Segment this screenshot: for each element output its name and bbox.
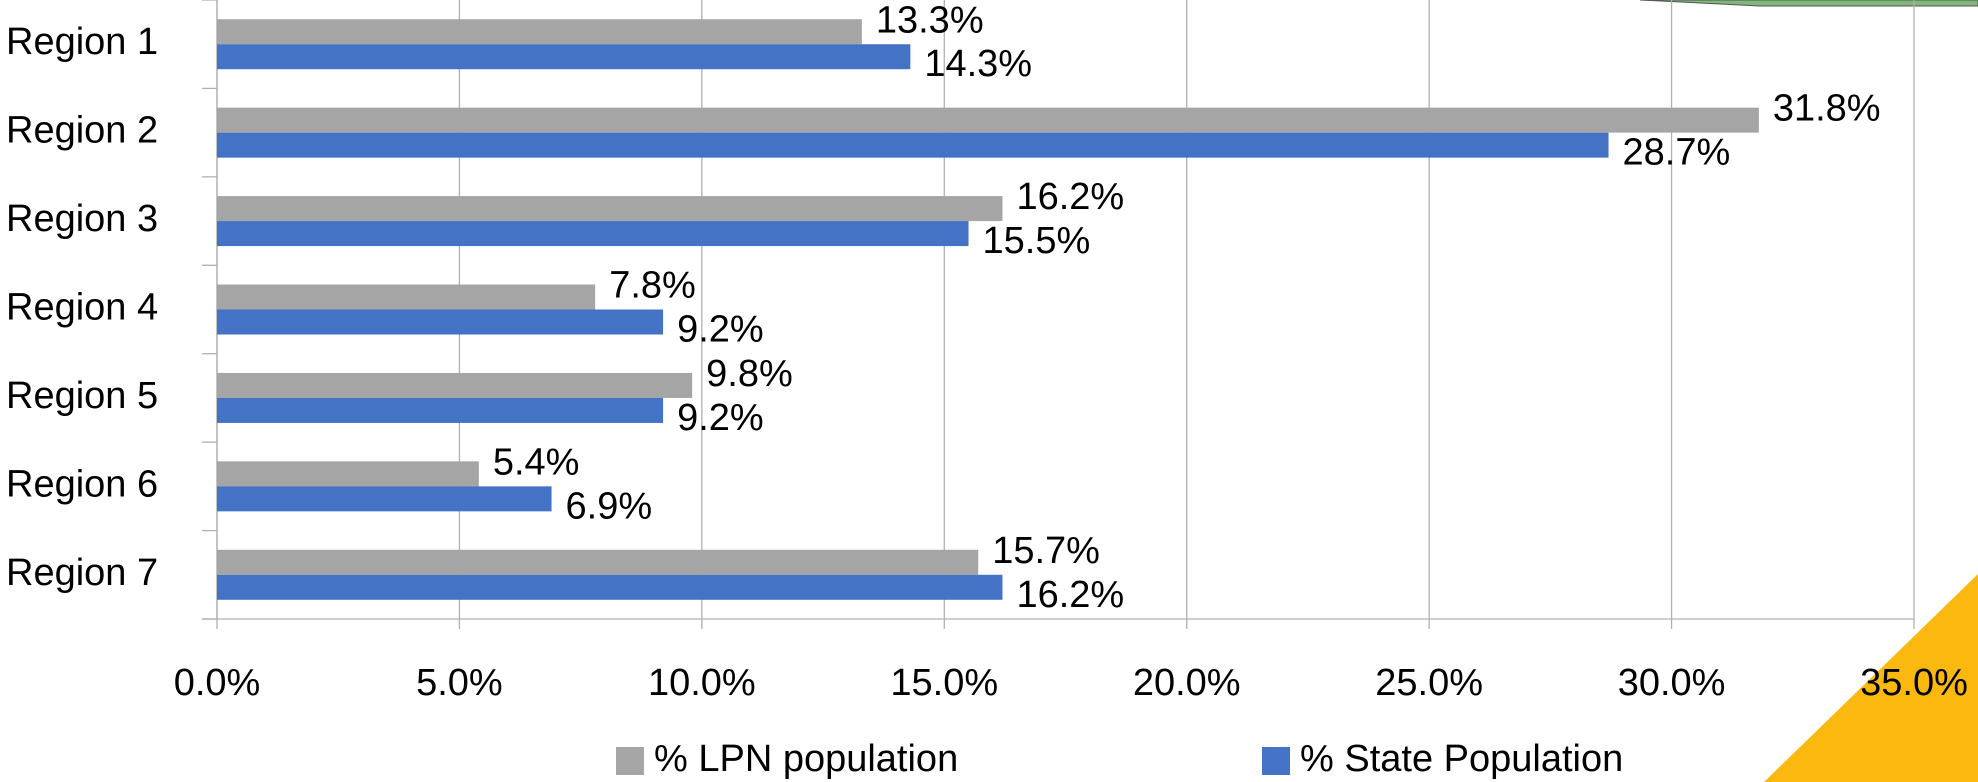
value-label: 15.7% xyxy=(992,530,1100,572)
y-tick-label: Region 4 xyxy=(6,287,158,329)
legend-label: % State Population xyxy=(1300,738,1623,780)
x-tick-label: 0.0% xyxy=(174,662,261,704)
x-tick-label: 15.0% xyxy=(890,662,998,704)
value-label: 16.2% xyxy=(1016,176,1124,218)
bar xyxy=(217,372,693,398)
y-tick-label: Region 2 xyxy=(6,110,158,152)
y-tick-label: Region 6 xyxy=(6,463,158,505)
value-label: 15.5% xyxy=(983,220,1091,262)
bar xyxy=(217,44,911,70)
value-label: 5.4% xyxy=(493,441,580,483)
bar xyxy=(217,221,969,247)
y-tick-label: Region 7 xyxy=(6,552,158,594)
value-label: 28.7% xyxy=(1623,132,1731,174)
bar xyxy=(217,309,664,335)
value-label: 16.2% xyxy=(1016,574,1124,616)
x-tick-label: 35.0% xyxy=(1860,662,1968,704)
bar xyxy=(217,107,1759,133)
y-tick-label: Region 3 xyxy=(6,198,158,240)
value-label: 13.3% xyxy=(876,0,984,41)
bar xyxy=(217,486,552,512)
value-label: 14.3% xyxy=(924,43,1032,85)
bar xyxy=(217,461,479,487)
legend-swatch xyxy=(1262,747,1290,775)
bar xyxy=(217,284,596,310)
bar xyxy=(217,397,664,423)
y-tick-label: Region 1 xyxy=(6,21,158,63)
x-tick-label: 25.0% xyxy=(1375,662,1483,704)
x-tick-label: 5.0% xyxy=(416,662,503,704)
x-tick-label: 10.0% xyxy=(648,662,756,704)
x-tick-label: 30.0% xyxy=(1618,662,1726,704)
value-label: 9.2% xyxy=(677,397,764,439)
bar xyxy=(217,132,1609,158)
value-label: 31.8% xyxy=(1773,88,1881,130)
legend-label: % LPN population xyxy=(654,738,958,780)
decoration-strip xyxy=(1639,0,1978,7)
decoration-triangle xyxy=(1764,574,1978,782)
y-tick-label: Region 5 xyxy=(6,375,158,417)
value-label: 9.2% xyxy=(677,309,764,351)
bar xyxy=(217,196,1003,222)
x-tick-label: 20.0% xyxy=(1133,662,1241,704)
value-label: 6.9% xyxy=(566,485,653,527)
value-label: 7.8% xyxy=(609,265,696,307)
bar xyxy=(217,19,862,45)
value-label: 9.8% xyxy=(706,353,793,395)
bar xyxy=(217,549,979,575)
legend-swatch xyxy=(616,747,644,775)
bar xyxy=(217,574,1003,600)
